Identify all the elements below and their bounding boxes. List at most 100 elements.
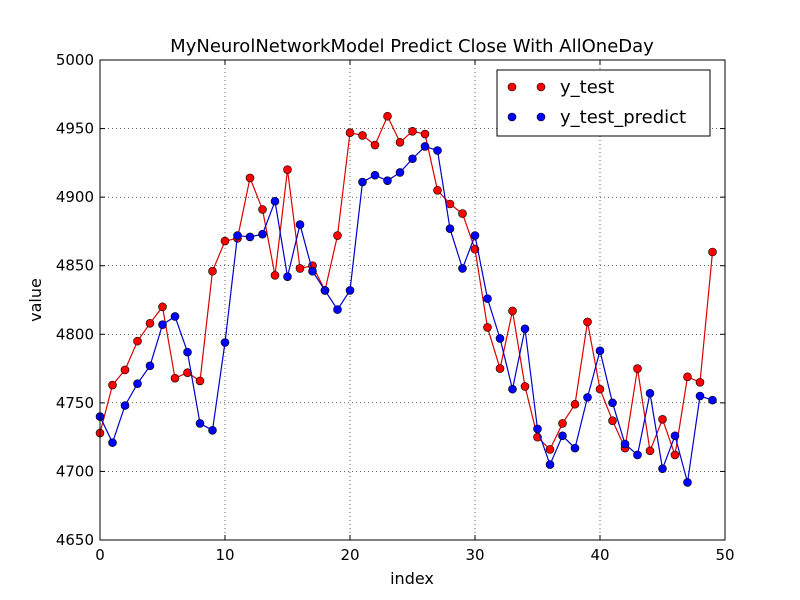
data-point (245, 232, 255, 242)
x-tick-label: 40 (590, 546, 609, 564)
data-point (270, 196, 280, 206)
x-axis-label: index (390, 569, 434, 588)
data-point (183, 347, 192, 357)
data-point (658, 415, 667, 424)
y-tick-label: 5000 (56, 51, 94, 69)
data-point (445, 199, 455, 209)
data-point (145, 319, 155, 328)
data-point (245, 173, 255, 183)
data-point (283, 272, 292, 281)
data-point (595, 384, 605, 394)
x-tick-label: 20 (340, 546, 359, 564)
data-point (558, 419, 567, 428)
data-point (133, 336, 142, 346)
y-tick-label: 4700 (56, 462, 94, 480)
data-point (283, 165, 292, 175)
data-point (208, 425, 217, 435)
data-point (683, 372, 692, 382)
data-point (470, 231, 480, 240)
data-point (645, 446, 655, 456)
data-point (608, 416, 617, 425)
data-point (370, 170, 380, 180)
legend-label: y_test (560, 77, 614, 98)
legend-entry: y_test (507, 77, 614, 98)
data-point (608, 398, 617, 408)
data-point (220, 236, 230, 246)
data-point (320, 286, 330, 295)
x-tick-label: 0 (95, 546, 105, 564)
data-point (170, 373, 180, 383)
data-point (483, 294, 492, 303)
x-tick-label: 30 (465, 546, 484, 564)
chart-title: MyNeurolNetworkModel Predict Close With … (170, 36, 654, 57)
data-point (433, 185, 442, 195)
data-point (458, 209, 467, 218)
legend-marker (507, 112, 517, 122)
legend-label: y_test_predict (560, 107, 686, 128)
plot-frame (99, 59, 726, 541)
data-point (408, 127, 417, 136)
y-tick-label: 4800 (56, 325, 94, 343)
data-point (708, 247, 717, 257)
data-point (708, 395, 717, 405)
data-point (595, 346, 605, 356)
data-point (358, 177, 367, 187)
series-y_test_predict (95, 142, 717, 487)
legend-box (496, 69, 711, 137)
data-point (670, 450, 680, 460)
y-tick-label: 4750 (56, 394, 94, 412)
data-point (158, 302, 167, 312)
x-tick-label: 10 (215, 546, 234, 564)
data-point (570, 443, 580, 453)
data-point (370, 140, 380, 150)
y-tick-label: 4900 (56, 188, 94, 206)
legend-marker (536, 82, 546, 92)
legend-marker (536, 112, 546, 122)
data-point (120, 401, 130, 410)
data-point (420, 142, 430, 151)
data-point (195, 419, 205, 428)
data-point (695, 391, 705, 401)
data-point (170, 312, 180, 321)
data-point (158, 320, 167, 329)
ticks: 0 10 20 30 40 50 4650 4700 4750 4800 4850 4900 4950 5… (56, 51, 735, 564)
data-point (333, 305, 342, 314)
data-point (570, 399, 580, 409)
series-line (99, 114, 714, 456)
data-point (495, 364, 505, 373)
data-point (345, 286, 355, 295)
data-point (420, 129, 430, 139)
data-point (408, 154, 417, 164)
data-point (495, 334, 505, 343)
data-point (520, 382, 530, 391)
data-point (108, 380, 117, 390)
data-point (695, 377, 705, 387)
series-layer (95, 111, 717, 487)
legend: y_test y_test_predict (496, 69, 711, 137)
data-point (658, 464, 667, 473)
data-point (645, 388, 655, 398)
data-point (383, 176, 392, 185)
data-point (120, 365, 130, 375)
data-point (508, 384, 517, 394)
data-point (358, 131, 367, 140)
data-point (445, 224, 455, 233)
data-point (395, 168, 405, 177)
data-point (333, 231, 342, 240)
data-point (620, 439, 630, 449)
y-tick-label: 4950 (56, 120, 94, 138)
data-point (270, 271, 280, 280)
y-axis-label: value (26, 278, 45, 322)
data-point (508, 306, 517, 316)
data-point (258, 229, 267, 239)
data-point (395, 137, 405, 147)
data-point (195, 376, 205, 386)
y-tick-label: 4850 (56, 257, 94, 275)
data-point (345, 128, 355, 137)
data-point (458, 264, 467, 273)
data-point (383, 111, 392, 121)
legend-entry: y_test_predict (507, 107, 686, 128)
data-point (433, 146, 442, 155)
data-point (220, 338, 230, 347)
